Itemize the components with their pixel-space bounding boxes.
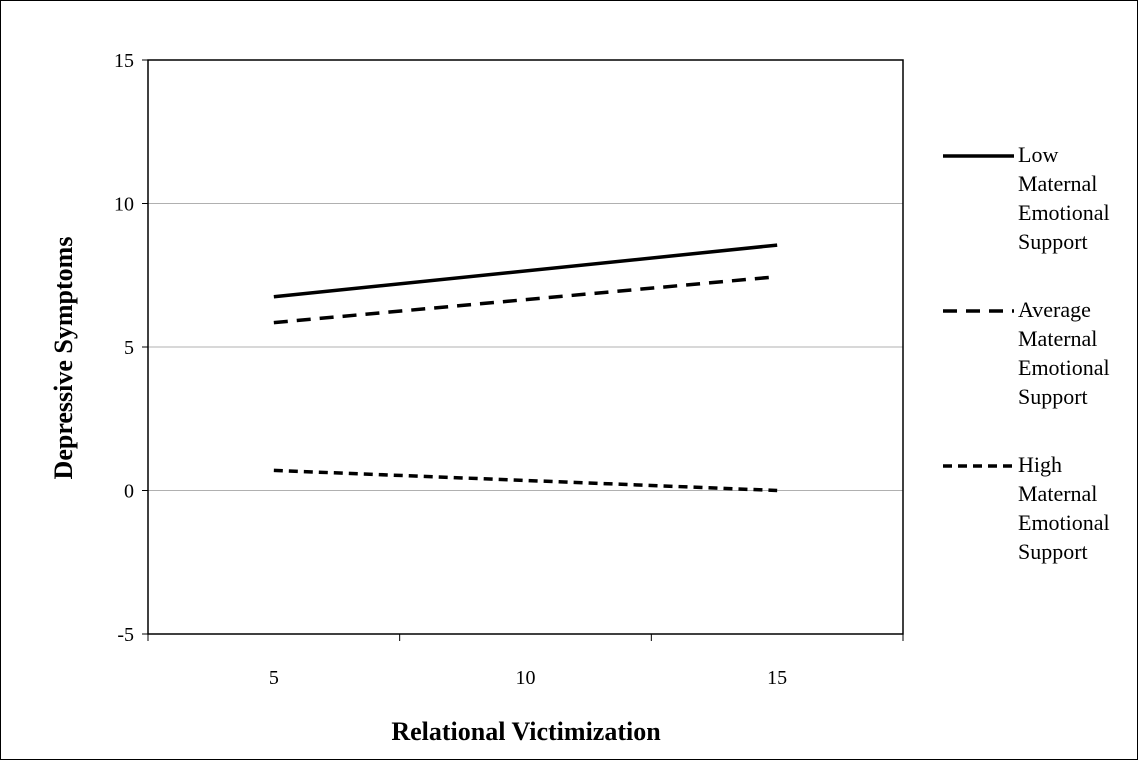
legend-label-2: High Maternal Emotional Support [1018,452,1110,564]
legend-label-line: Support [1018,229,1088,254]
x-tick-label: 5 [269,667,279,689]
legend-label-line: High [1018,452,1062,477]
y-tick-label: 5 [124,337,134,359]
legend-label-line: Support [1018,384,1088,409]
legend-label-line: Low [1018,142,1058,167]
y-tick-label: 0 [124,481,134,503]
series-line-0 [273,243,778,299]
y-axis-title: Depressive Symptoms [49,237,78,480]
legend: Low Maternal Emotional Support Average Matern… [943,142,1110,564]
y-tick-label: 10 [114,194,134,216]
x-tick-label: 10 [516,667,536,689]
x-axis-title: Relational Victimization [391,717,661,746]
series-line-1 [273,274,778,325]
legend-label-line: Emotional [1018,510,1110,535]
y-tick-label: -5 [117,624,134,646]
y-tick-label: 15 [114,50,134,72]
legend-label-line: Maternal [1018,326,1097,351]
legend-label-0: Low Maternal Emotional Support [1018,142,1110,254]
legend-label-line: Emotional [1018,355,1110,380]
legend-label-line: Emotional [1018,200,1110,225]
series-lines [273,243,778,493]
legend-label-line: Support [1018,539,1088,564]
legend-label-line: Maternal [1018,481,1097,506]
x-tick-label: 15 [767,667,787,689]
legend-label-line: Maternal [1018,171,1097,196]
series-line-2 [273,468,778,493]
x-axis-ticks: 5 10 15 [147,634,904,689]
legend-label-1: Average Maternal Emotional Support [1018,297,1110,409]
y-axis-ticks: -5 0 5 10 15 [114,50,148,646]
legend-label-line: Average [1018,297,1091,322]
